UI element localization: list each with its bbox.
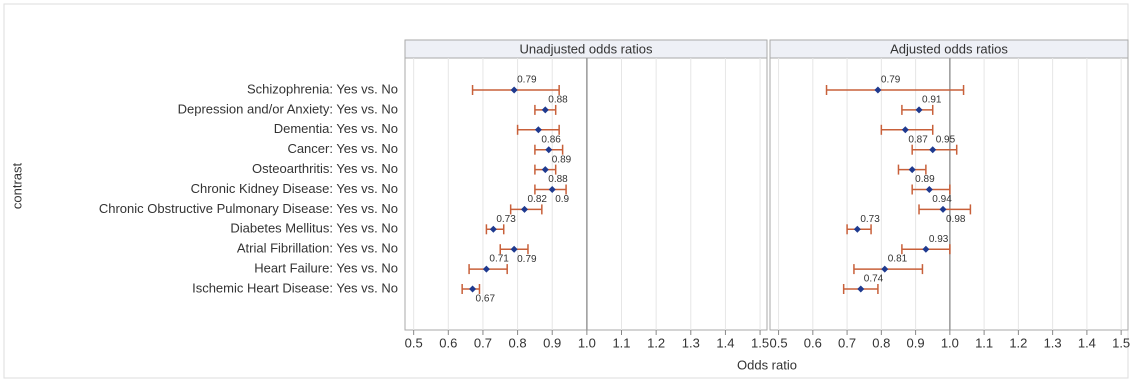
x-tick-label: 1.3	[1044, 335, 1062, 350]
point	[901, 126, 909, 134]
x-tick-label: 0.6	[439, 335, 457, 350]
category-label: Chronic Obstructive Pulmonary Disease: Y…	[99, 201, 398, 216]
x-tick-label: 1.0	[578, 335, 596, 350]
value-label: 0.79	[881, 75, 901, 86]
point	[521, 205, 529, 213]
point	[925, 186, 933, 193]
value-label: 0.73	[860, 214, 880, 225]
category-label: Osteoarthritis: Yes vs. No	[252, 161, 398, 176]
category-label: Depression and/or Anxiety: Yes vs. No	[178, 101, 398, 116]
point	[545, 146, 553, 154]
x-tick-label: 1.3	[682, 335, 700, 350]
x-tick-label: 0.7	[838, 335, 856, 350]
x-tick-label: 0.9	[543, 335, 561, 350]
value-label: 0.82	[528, 194, 548, 205]
point	[881, 265, 889, 273]
x-tick-label: 1.1	[612, 335, 630, 350]
value-label: 0.9	[555, 194, 569, 205]
point	[510, 245, 518, 253]
x-tick-label: 0.9	[907, 335, 925, 350]
point	[915, 106, 923, 114]
panel	[769, 57, 1129, 331]
value-label: 0.71	[489, 254, 509, 265]
value-label: 0.67	[476, 294, 496, 305]
panel-title: Unadjusted odds ratios	[520, 41, 653, 56]
category-label: Schizophrenia: Yes vs. No	[247, 81, 398, 96]
x-tick-label: 1.5	[751, 335, 769, 350]
value-label: 0.87	[908, 134, 928, 145]
value-label: 0.79	[517, 75, 537, 86]
x-tick-label: 0.5	[770, 335, 788, 350]
category-label: Diabetes Mellitus: Yes vs. No	[230, 221, 398, 236]
x-axis-label: Odds ratio	[737, 357, 797, 372]
point	[482, 265, 490, 273]
x-tick-label: 0.8	[509, 335, 527, 350]
x-tick-label: 0.8	[872, 335, 890, 350]
value-label: 0.86	[541, 134, 561, 145]
category-label: Atrial Fibrillation: Yes vs. No	[237, 241, 398, 256]
value-label: 0.93	[929, 234, 949, 245]
category-label: Ischemic Heart Disease: Yes vs. No	[192, 280, 398, 295]
x-tick-label: 1.4	[716, 335, 734, 350]
value-label: 0.81	[888, 254, 908, 265]
panel-title: Adjusted odds ratios	[890, 41, 1008, 56]
x-tick-label: 1.0	[941, 335, 959, 350]
value-label: 0.88	[548, 174, 568, 185]
point	[541, 166, 549, 174]
value-label: 0.94	[932, 194, 952, 205]
category-label: Heart Failure: Yes vs. No	[254, 261, 398, 276]
point	[939, 205, 947, 213]
point	[510, 86, 518, 94]
value-label: 0.95	[936, 134, 956, 145]
x-tick-label: 0.5	[405, 335, 423, 350]
point	[922, 245, 930, 253]
x-tick-label: 0.7	[474, 335, 492, 350]
x-tick-label: 1.4	[1078, 335, 1096, 350]
category-label: Chronic Kidney Disease: Yes vs. No	[191, 181, 398, 196]
x-tick-label: 1.1	[975, 335, 993, 350]
point	[908, 166, 916, 174]
y-axis-label: contrast	[9, 162, 24, 209]
value-label: 0.73	[496, 214, 516, 225]
value-label: 0.88	[548, 95, 568, 106]
point	[489, 225, 497, 233]
point	[853, 225, 861, 233]
x-tick-label: 0.6	[804, 335, 822, 350]
point	[534, 126, 542, 134]
value-label: 0.91	[922, 95, 942, 106]
category-label: Dementia: Yes vs. No	[274, 121, 398, 136]
x-tick-label: 1.5	[1112, 335, 1130, 350]
x-tick-label: 1.2	[1009, 335, 1027, 350]
point	[541, 106, 549, 114]
value-label: 0.79	[517, 254, 537, 265]
value-label: 0.89	[915, 174, 935, 185]
category-label: Cancer: Yes vs. No	[287, 141, 398, 156]
point	[874, 86, 882, 94]
value-label: 0.98	[946, 214, 966, 225]
value-label: 0.89	[552, 154, 572, 165]
point	[469, 285, 477, 293]
x-tick-label: 1.2	[647, 335, 665, 350]
point	[857, 285, 865, 293]
value-label: 0.74	[864, 274, 884, 285]
point	[929, 146, 937, 154]
point	[548, 186, 556, 193]
panel	[404, 57, 768, 331]
